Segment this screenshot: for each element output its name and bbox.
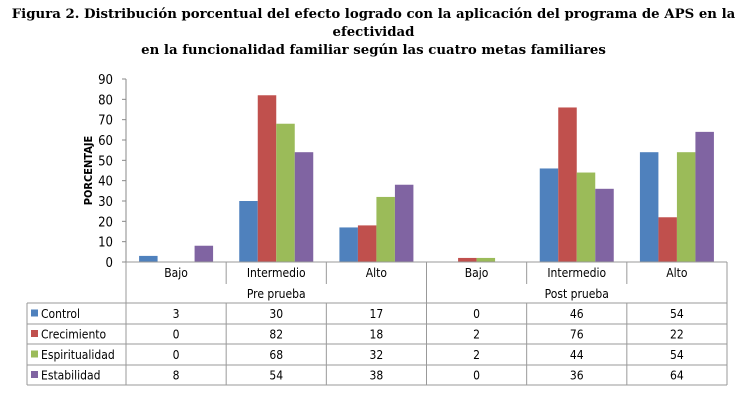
x-category-label: Bajo (164, 266, 188, 280)
bar-control (639, 152, 659, 262)
table-cell-value: 82 (269, 328, 283, 342)
bar-crecimiento (458, 257, 477, 262)
bar-estabilidad (394, 184, 414, 262)
legend-label: Crecimiento (41, 328, 107, 342)
table-cell-value: 76 (570, 328, 584, 342)
bar-control (239, 201, 258, 262)
legend-swatch (31, 350, 38, 358)
bar-espiritualidad (676, 152, 696, 262)
table-cell-value: 0 (473, 369, 480, 383)
table-cell-value: 46 (570, 307, 584, 321)
table-cell-value: 30 (269, 307, 283, 321)
bar-estabilidad (294, 152, 314, 262)
table-cell-value: 64 (670, 369, 684, 383)
table-cell-value: 2 (473, 328, 480, 342)
table-cell-value: 54 (269, 369, 283, 383)
bar-control (339, 227, 358, 262)
legend-swatch (31, 309, 38, 317)
table-cell-value: 22 (670, 328, 684, 342)
table-cell-value: 18 (370, 328, 384, 342)
legend-label: Espiritualidad (41, 348, 115, 362)
legend-swatch (31, 371, 38, 378)
bar-control (539, 168, 559, 262)
bar-espiritualidad (376, 196, 395, 262)
chart-title: Figura 2. Distribución porcentual del ef… (0, 6, 747, 60)
bar-crecimiento (558, 107, 577, 262)
y-tick-label: 10 (98, 236, 113, 251)
table-cell-value: 8 (173, 369, 180, 383)
chart-title-line2: en la funcionalidad familiar según las c… (141, 43, 606, 58)
y-axis-label: PORCENTAJE (82, 135, 95, 205)
bar-crecimiento (658, 217, 677, 262)
y-tick-label: 70 (98, 114, 113, 129)
y-tick-label: 50 (98, 154, 113, 169)
legend-swatch (31, 330, 38, 337)
bar-estabilidad (695, 131, 714, 262)
y-tick-label: 60 (98, 134, 113, 149)
x-category-label: Intermedio (247, 266, 306, 280)
y-tick-label: 80 (98, 93, 113, 108)
x-category-label: Alto (666, 266, 688, 280)
chart-title-line1: Figura 2. Distribución porcentual del ef… (11, 7, 736, 40)
bar-espiritualidad (276, 123, 295, 262)
bar-crecimiento (357, 225, 377, 262)
y-tick-label: 90 (98, 73, 113, 88)
x-category-label: Alto (366, 266, 388, 280)
table-cell-value: 36 (570, 369, 584, 383)
legend-label: Estabilidad (41, 369, 100, 383)
table-cell-value: 0 (473, 307, 480, 321)
table-cell-value: 38 (370, 369, 384, 383)
bar-espiritualidad (476, 257, 496, 262)
x-group-label: Post prueba (545, 287, 609, 301)
y-tick-label: 30 (98, 195, 113, 210)
bar-control (139, 255, 158, 262)
table-cell-value: 17 (370, 307, 384, 321)
bar-espiritualidad (576, 172, 596, 262)
table-cell-value: 2 (473, 348, 480, 362)
table-cell-value: 68 (269, 348, 283, 362)
table-cell-value: 32 (370, 348, 384, 362)
table-cell-value: 44 (570, 348, 584, 362)
y-tick-label: 0 (106, 256, 113, 271)
bar-estabilidad (194, 245, 214, 262)
table-cell-value: 0 (173, 348, 180, 362)
y-tick-label: 20 (98, 215, 113, 230)
y-tick-label: 40 (98, 175, 113, 190)
table-cell-value: 54 (670, 348, 684, 362)
table-cell-value: 3 (173, 307, 180, 321)
table-cell-value: 54 (670, 307, 684, 321)
bar-estabilidad (595, 188, 614, 262)
x-group-label: Pre prueba (247, 287, 306, 301)
legend-label: Control (41, 307, 80, 321)
x-category-label: Bajo (465, 266, 489, 280)
table-cell-value: 0 (173, 328, 180, 342)
bar-crecimiento (257, 95, 277, 263)
x-category-label: Intermedio (547, 266, 606, 280)
